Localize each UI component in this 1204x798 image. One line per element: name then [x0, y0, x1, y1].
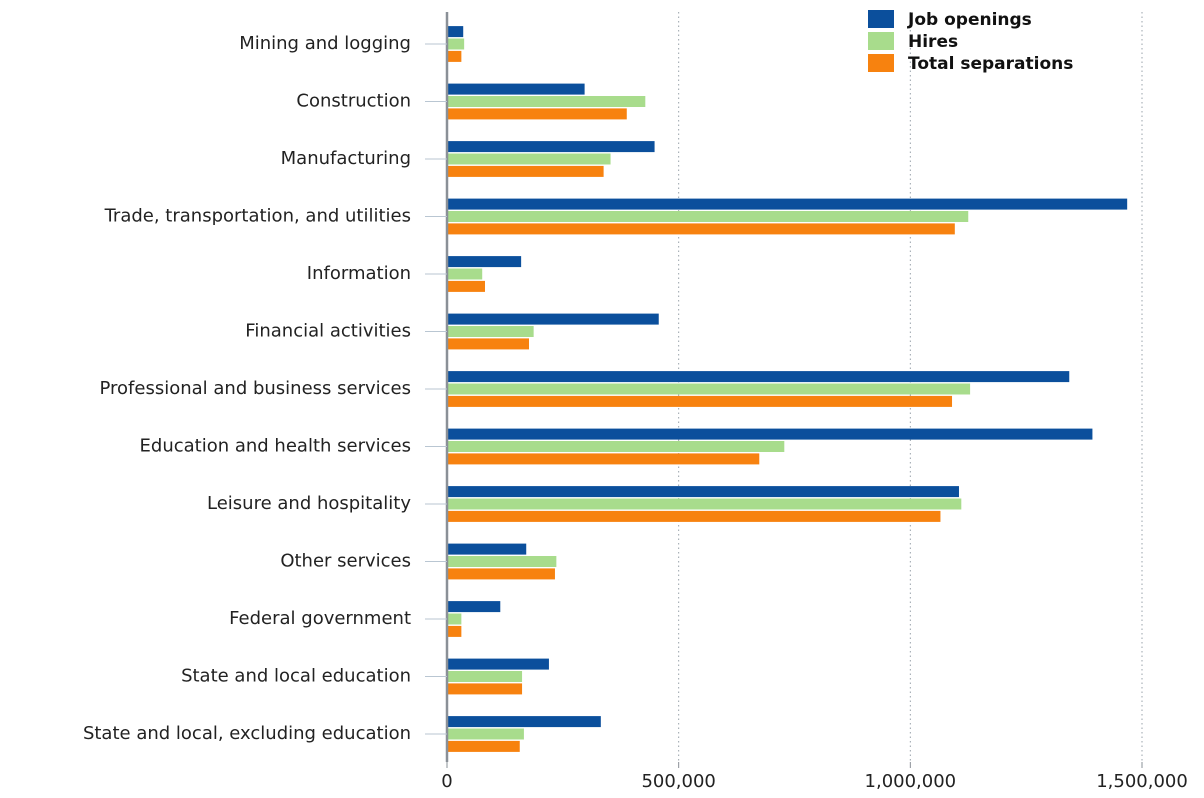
bars — [447, 26, 1128, 752]
bar-job-openings — [447, 371, 1070, 383]
x-tick-label: 500,000 — [641, 771, 715, 792]
axes — [425, 12, 1143, 768]
bar-hires — [447, 153, 611, 165]
bar-group — [447, 716, 601, 752]
bar-hires — [447, 556, 557, 567]
x-tick-labels: 0 500,000 1,000,000 1,500,000 — [441, 771, 1188, 792]
legend-swatch — [868, 10, 894, 28]
bar-job-openings — [447, 543, 527, 555]
bar-group — [447, 658, 549, 695]
category-label: Professional and business services — [99, 378, 411, 399]
legend-label: Hires — [908, 32, 958, 52]
category-label: Manufacturing — [281, 148, 411, 169]
bar-total-separations — [447, 453, 760, 465]
bar-group — [447, 486, 962, 522]
bar-group — [447, 371, 1070, 407]
bar-total-separations — [447, 338, 530, 350]
category-labels: Mining and logging Construction Manufactur… — [83, 33, 411, 744]
bar-hires — [447, 498, 962, 510]
category-label: Trade, transportation, and utilities — [104, 206, 411, 227]
bar-hires — [447, 268, 483, 280]
bar-job-openings — [447, 486, 959, 498]
bar-total-separations — [447, 50, 462, 62]
bar-group — [447, 601, 501, 637]
bar-total-separations — [447, 683, 523, 695]
bar-hires — [447, 211, 969, 222]
bar-total-separations — [447, 108, 627, 120]
bar-group — [447, 83, 646, 120]
bar-hires — [447, 671, 523, 682]
x-tick-label: 1,000,000 — [865, 771, 957, 792]
bar-group — [447, 428, 1093, 465]
legend-item: Total separations — [868, 54, 1073, 74]
category-label: Construction — [296, 91, 411, 112]
bar-hires — [447, 96, 646, 107]
bar-job-openings — [447, 601, 501, 613]
category-label: Mining and logging — [239, 33, 411, 54]
bar-group — [447, 543, 557, 580]
category-label: Information — [307, 263, 411, 284]
legend-swatch — [868, 54, 894, 72]
bar-total-separations — [447, 223, 955, 235]
bar-total-separations — [447, 280, 485, 292]
bar-job-openings — [447, 428, 1093, 440]
legend-label: Job openings — [907, 10, 1032, 30]
bar-hires — [447, 38, 465, 50]
bar-job-openings — [447, 313, 659, 325]
bar-total-separations — [447, 568, 555, 580]
bar-total-separations — [447, 510, 941, 522]
bar-hires — [447, 383, 971, 395]
bar-job-openings — [447, 716, 601, 728]
bar-job-openings — [447, 658, 549, 670]
bar-total-separations — [447, 165, 604, 177]
x-tick-label: 0 — [441, 771, 452, 792]
bar-group — [447, 198, 1128, 235]
bar-job-openings — [447, 198, 1128, 210]
bar-group — [447, 256, 522, 292]
category-label: Leisure and hospitality — [207, 493, 411, 514]
bar-job-openings — [447, 141, 655, 153]
bar-total-separations — [447, 740, 520, 752]
category-label: Education and health services — [140, 436, 411, 457]
category-label: State and local, excluding education — [83, 723, 411, 744]
bar-group — [447, 141, 655, 177]
category-label: Federal government — [229, 608, 411, 629]
bar-hires — [447, 441, 785, 452]
bar-total-separations — [447, 625, 462, 637]
bar-hires — [447, 613, 462, 625]
category-label: Other services — [280, 551, 411, 572]
category-label: Financial activities — [245, 321, 411, 342]
bar-total-separations — [447, 395, 953, 407]
bar-job-openings — [447, 83, 585, 95]
bar-group — [447, 26, 465, 62]
bar-group — [447, 313, 659, 350]
bar-hires — [447, 326, 534, 337]
bar-hires — [447, 728, 524, 740]
bar-job-openings — [447, 26, 464, 38]
legend-swatch — [868, 32, 894, 50]
legend-item: Job openings — [868, 10, 1032, 30]
category-label: State and local education — [181, 666, 411, 687]
bar-job-openings — [447, 256, 522, 268]
legend-label: Total separations — [908, 54, 1073, 74]
x-tick-label: 1,500,000 — [1096, 771, 1188, 792]
legend-item: Hires — [868, 32, 958, 52]
